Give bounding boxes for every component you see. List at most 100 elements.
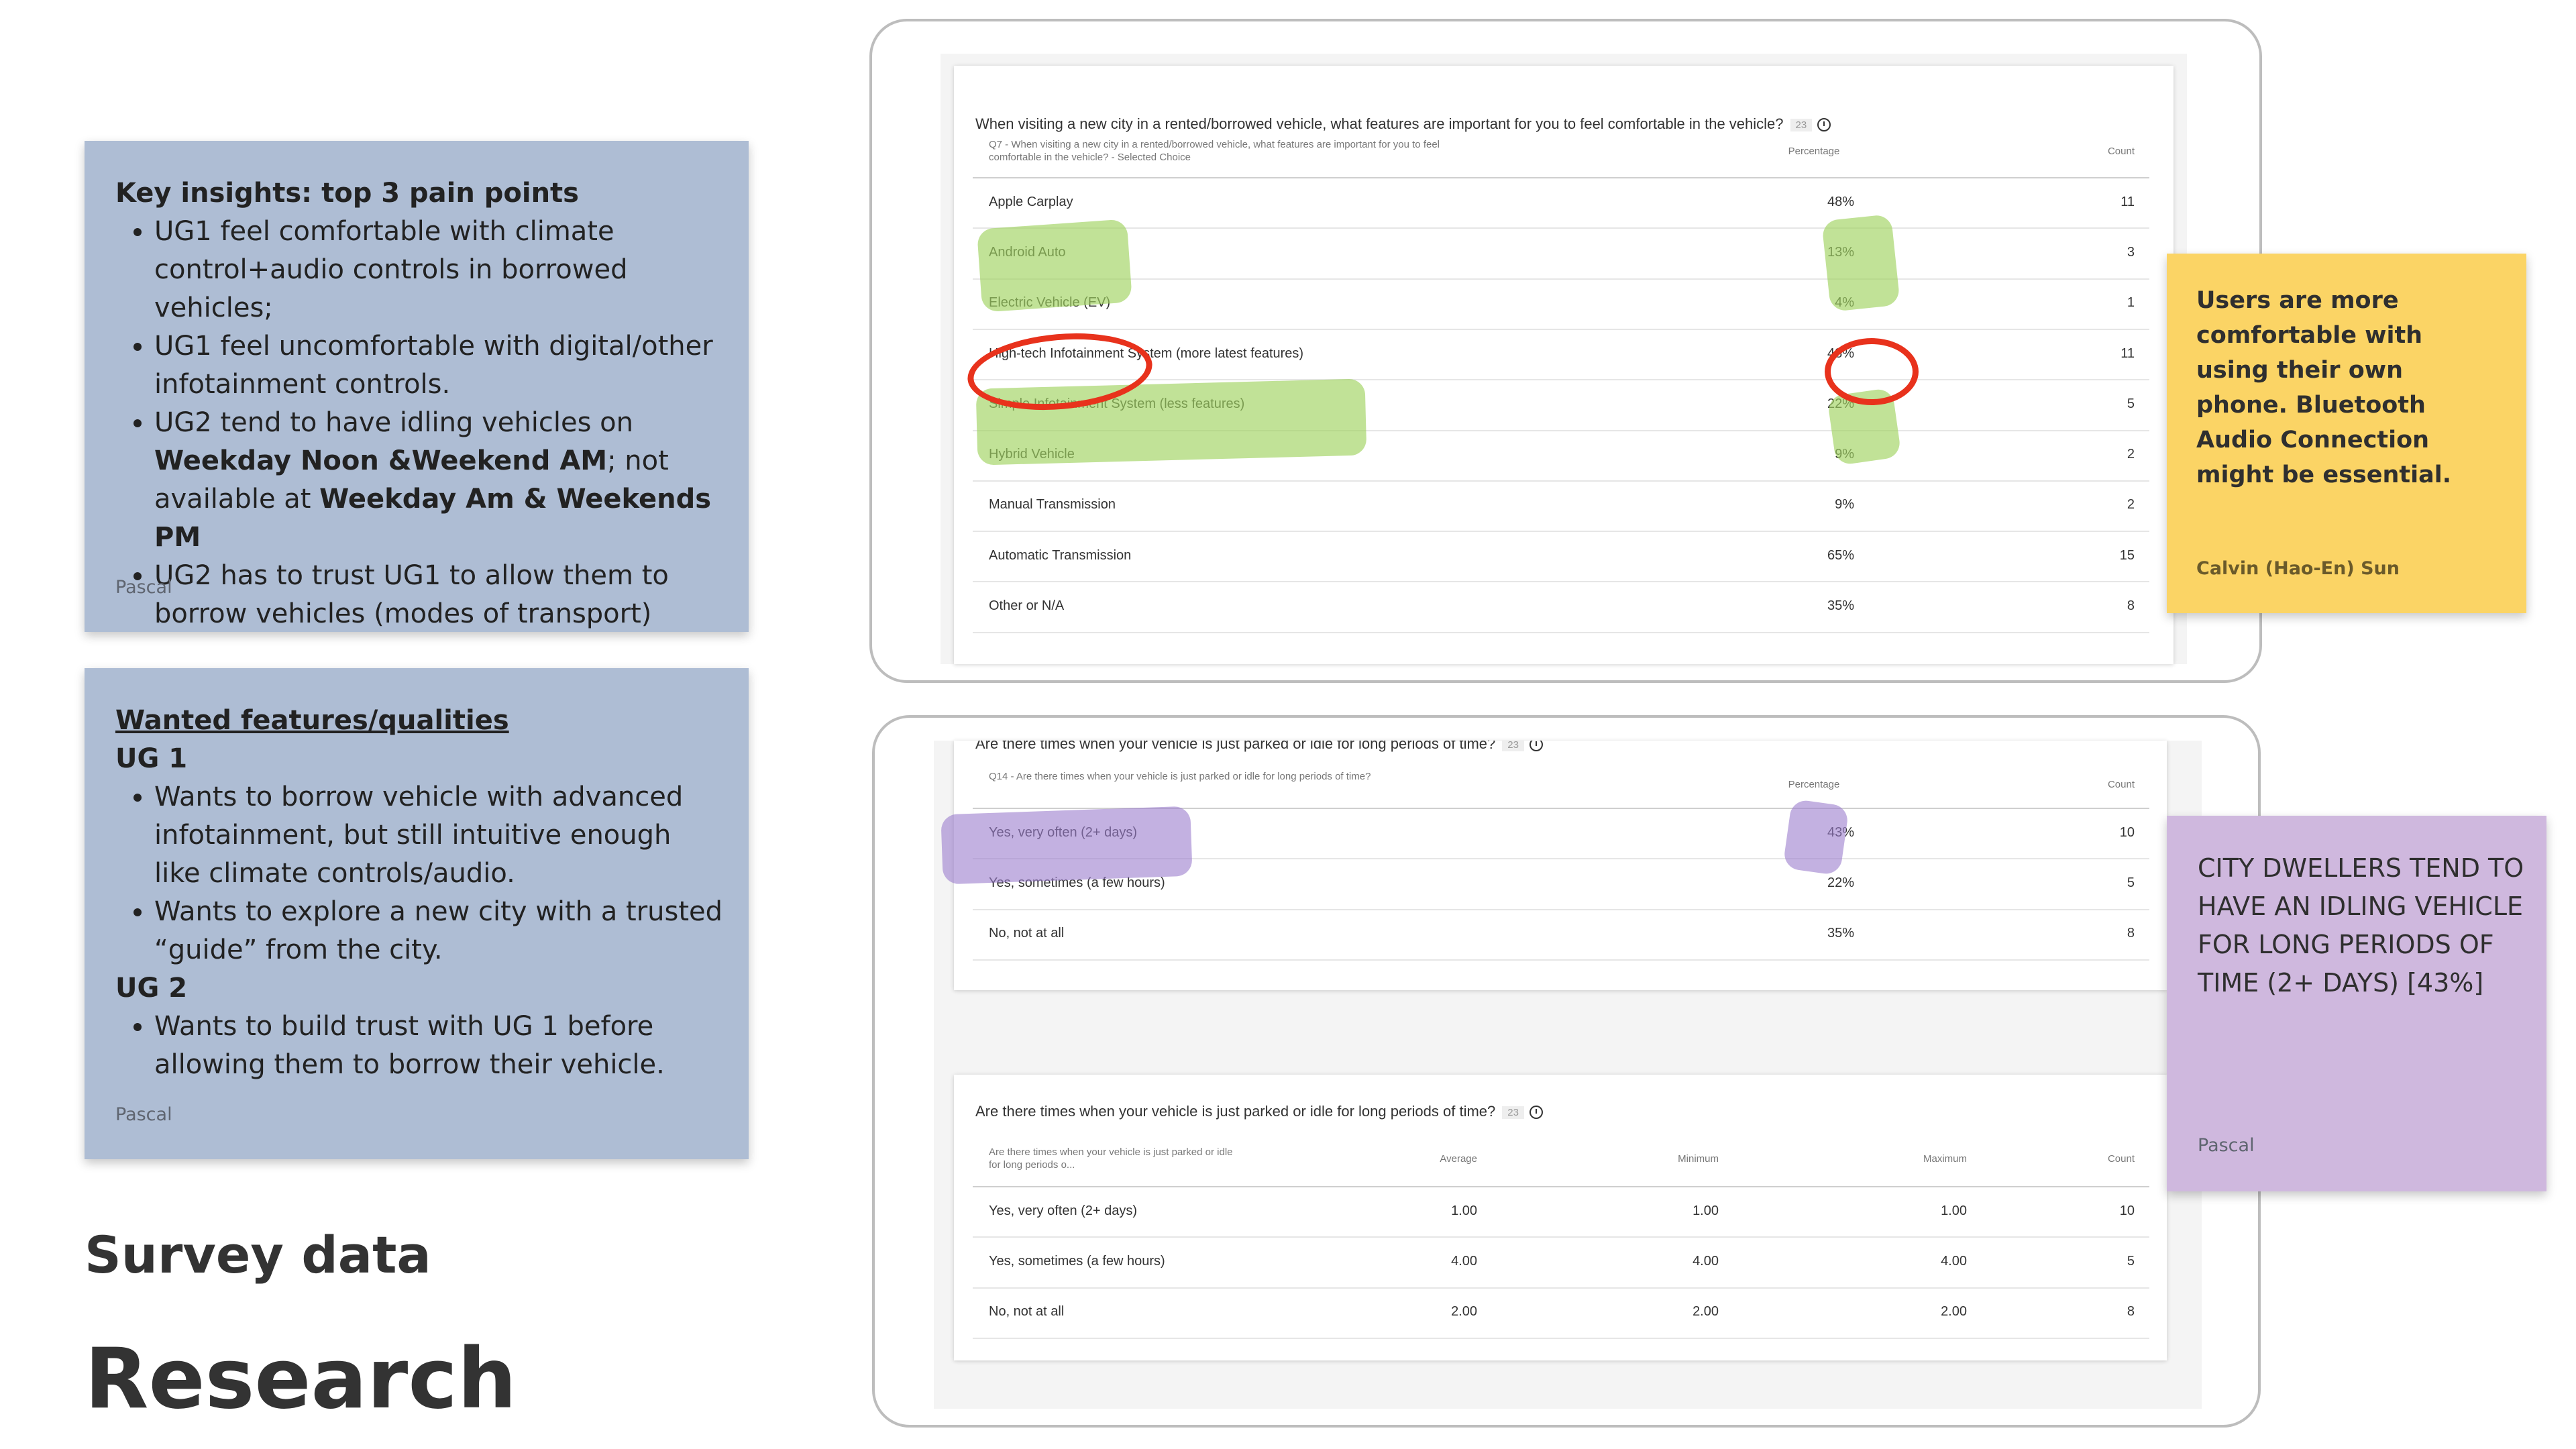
list-item: UG2 has to trust UG1 to allow them to bo… <box>154 557 724 633</box>
key-insights-note[interactable]: Key insights: top 3 pain points UG1 feel… <box>85 141 749 632</box>
table-cell-count: 15 <box>2119 547 2135 563</box>
q7-col-question: Q7 - When visiting a new city in a rente… <box>989 139 1440 163</box>
q14-stats-card: Are there times when your vehicle is jus… <box>954 1075 2167 1360</box>
survey-frame-q7[interactable]: When visiting a new city in a rented/bor… <box>869 19 2262 683</box>
q7-col-percentage: Percentage <box>1788 146 1840 157</box>
table-cell-count: 8 <box>2127 1304 2135 1320</box>
row-divider <box>973 227 2149 229</box>
table-header-divider <box>973 1186 2149 1187</box>
table-header-divider <box>973 808 2149 809</box>
table-cell-label: High-tech Infotainment System (more late… <box>989 345 1304 361</box>
table-cell-label: Other or N/A <box>989 598 1065 614</box>
table-cell-minimum: 4.00 <box>1693 1253 1719 1269</box>
table-cell-count: 8 <box>2127 598 2135 614</box>
highlight-android-pct <box>1821 213 1900 313</box>
stats-col-maximum: Maximum <box>1923 1153 1967 1165</box>
table-cell-average: 2.00 <box>1451 1304 1477 1320</box>
survey-data-heading: Survey data <box>85 1225 431 1285</box>
table-cell-count: 2 <box>2127 497 2135 513</box>
table-cell-label: Yes, very often (2+ days) <box>989 1203 1138 1218</box>
key-insights-title: Key insights: top 3 pain points <box>115 178 579 209</box>
research-heading: Research <box>85 1331 517 1428</box>
table-cell-maximum: 1.00 <box>1941 1203 1967 1218</box>
table-cell-label: No, not at all <box>989 926 1065 941</box>
highlight-yes-very-often <box>941 806 1193 885</box>
stats-col-average: Average <box>1440 1153 1477 1165</box>
row-divider <box>973 631 2149 633</box>
row-divider <box>973 959 2149 961</box>
q14-stats-title: Are there times when your vehicle is jus… <box>975 1103 1543 1120</box>
q14-col-count: Count <box>2107 779 2135 790</box>
yellow-note-text: Users are more comfortable with using th… <box>2196 287 2452 488</box>
row-divider <box>973 858 2149 860</box>
row-divider <box>973 581 2149 583</box>
table-cell-count: 5 <box>2127 396 2135 411</box>
table-cell-label: Yes, sometimes (a few hours) <box>989 1253 1165 1269</box>
table-cell-percentage: 65% <box>1827 547 1854 563</box>
q7-results-card: When visiting a new city in a rented/bor… <box>954 66 2174 664</box>
list-item: UG2 tend to have idling vehicles on Week… <box>154 404 724 557</box>
purple-note-text: CITY DWELLERS TEND TO HAVE AN IDLING VEH… <box>2198 853 2524 998</box>
info-icon[interactable] <box>1529 1106 1543 1120</box>
ug1-label: UG 1 <box>115 743 188 774</box>
q14-title-cut: Are there times when your vehicle is jus… <box>975 741 1543 753</box>
table-cell-label: Apple Carplay <box>989 194 1073 209</box>
table-cell-label: No, not at all <box>989 1304 1065 1320</box>
table-cell-count: 8 <box>2127 926 2135 941</box>
table-cell-maximum: 4.00 <box>1941 1253 1967 1269</box>
table-cell-minimum: 2.00 <box>1693 1304 1719 1320</box>
key-insights-list: UG1 feel comfortable with climate contro… <box>115 213 724 633</box>
q7-title: When visiting a new city in a rented/bor… <box>975 115 1831 133</box>
row-divider <box>973 480 2149 482</box>
q14-col-percentage: Percentage <box>1788 779 1840 790</box>
purple-insight-note[interactable]: CITY DWELLERS TEND TO HAVE AN IDLING VEH… <box>2167 816 2546 1191</box>
table-cell-count: 10 <box>2119 824 2135 840</box>
note-author: Pascal <box>2198 1135 2255 1156</box>
highlight-android-auto <box>976 219 1133 313</box>
info-icon[interactable] <box>1529 741 1543 752</box>
table-cell-count: 11 <box>2121 345 2135 361</box>
table-cell-count: 3 <box>2127 244 2135 260</box>
list-item: Wants to explore a new city with a trust… <box>154 893 724 969</box>
row-divider <box>973 278 2149 280</box>
response-count-tag: 23 <box>1502 1106 1524 1119</box>
table-cell-maximum: 2.00 <box>1941 1304 1967 1320</box>
table-cell-percentage: 9% <box>1835 497 1854 513</box>
table-cell-count: 10 <box>2119 1203 2135 1218</box>
table-cell-label: Automatic Transmission <box>989 547 1132 563</box>
table-cell-count: 2 <box>2127 447 2135 462</box>
row-divider <box>973 379 2149 381</box>
row-divider <box>973 908 2149 910</box>
table-cell-percentage: 35% <box>1827 598 1854 614</box>
info-icon[interactable] <box>1817 118 1831 132</box>
table-cell-percentage: 35% <box>1827 926 1854 941</box>
survey-frame-q14[interactable]: Are there times when your vehicle is jus… <box>872 715 2261 1428</box>
ug1-list: Wants to borrow vehicle with advanced in… <box>115 778 724 969</box>
row-divider <box>973 531 2149 533</box>
list-item: UG1 feel uncomfortable with digital/othe… <box>154 327 724 404</box>
table-cell-label: Manual Transmission <box>989 497 1116 513</box>
list-item: Wants to borrow vehicle with advanced in… <box>154 778 724 893</box>
highlight-43-pct <box>1782 798 1849 876</box>
yellow-insight-note[interactable]: Users are more comfortable with using th… <box>2167 254 2526 613</box>
response-count-tag: 23 <box>1790 118 1813 131</box>
table-cell-count: 11 <box>2121 194 2135 209</box>
table-cell-percentage: 48% <box>1827 194 1854 209</box>
circle-high-tech-pct <box>1825 338 1919 405</box>
row-divider <box>973 1337 2149 1339</box>
stats-col-count: Count <box>2107 1153 2135 1165</box>
row-divider <box>973 1287 2149 1289</box>
table-cell-average: 4.00 <box>1451 1253 1477 1269</box>
table-cell-average: 1.00 <box>1451 1203 1477 1218</box>
ug2-list: Wants to build trust with UG 1 before al… <box>115 1008 724 1084</box>
response-count-tag: 23 <box>1502 741 1524 751</box>
row-divider <box>973 429 2149 431</box>
stats-col-question: Are there times when your vehicle is jus… <box>989 1146 1233 1171</box>
wanted-title: Wanted features/qualities <box>115 705 509 736</box>
note-author: Pascal <box>115 1104 172 1125</box>
row-divider <box>973 328 2149 330</box>
wanted-features-note[interactable]: Wanted features/qualities UG 1 Wants to … <box>85 668 749 1159</box>
row-divider <box>973 1236 2149 1238</box>
q7-col-count: Count <box>2107 146 2135 157</box>
list-item: Wants to build trust with UG 1 before al… <box>154 1008 724 1084</box>
